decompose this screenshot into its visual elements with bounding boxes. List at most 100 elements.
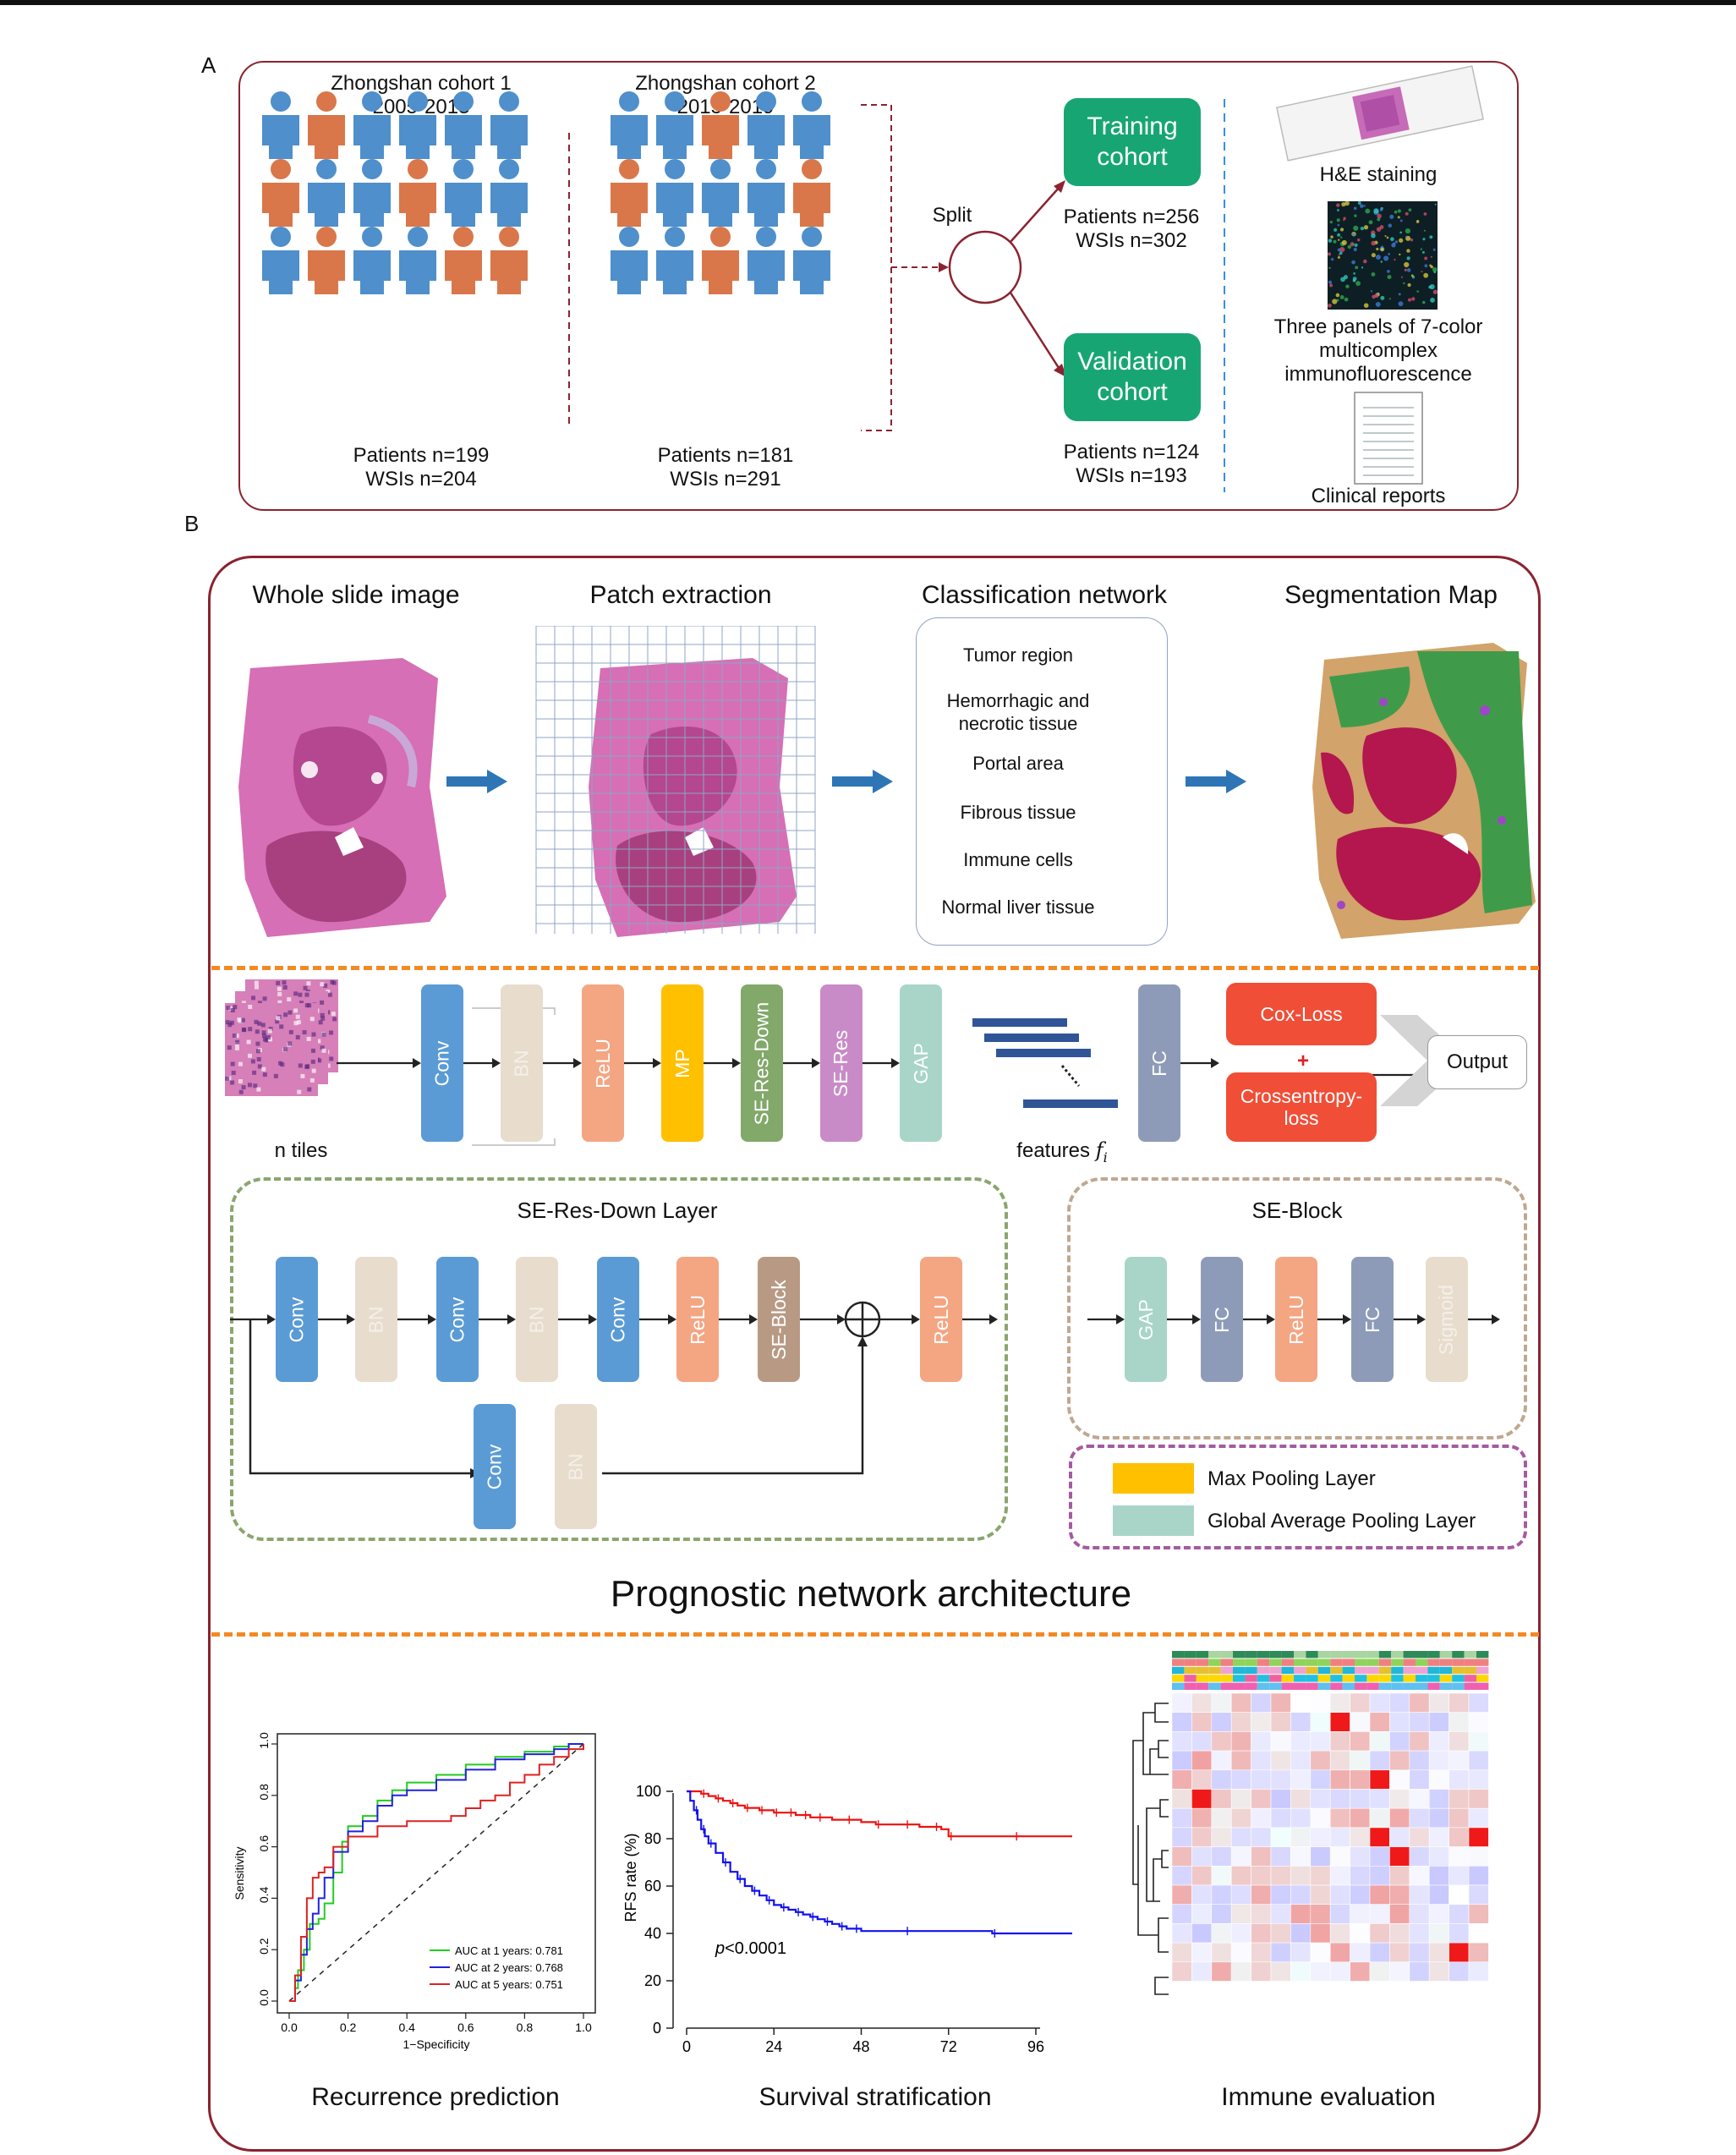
tile-pixel: [257, 1001, 262, 1006]
annotation-cell: [1342, 1675, 1355, 1682]
tile-pixel: [277, 991, 282, 996]
if-dot: [1399, 238, 1404, 243]
dendro-branch: [1158, 1740, 1169, 1758]
heatmap-cell: [1290, 1731, 1312, 1752]
cohort2-wsis: WSIs n=291: [670, 468, 781, 491]
if-dot: [1384, 234, 1387, 238]
tile-pixel: [261, 1067, 266, 1072]
annotation-cell: [1416, 1682, 1428, 1690]
class-fibrous: Fibrous tissue: [960, 802, 1076, 823]
heatmap-cell: [1448, 1942, 1470, 1963]
cohort2-patients: Patients n=181: [657, 444, 794, 467]
heatmap-cell: [1369, 1807, 1390, 1829]
heatmap-cell: [1211, 1807, 1232, 1829]
heatmap-cell: [1350, 1904, 1371, 1924]
if-dot: [1389, 237, 1394, 242]
heatmap-cell: [1468, 1731, 1489, 1752]
tile-pixel: [260, 1023, 266, 1028]
if-dot: [1357, 239, 1361, 242]
seblock-1: FC: [1201, 1257, 1243, 1382]
tile-pixel: [295, 1014, 300, 1019]
heatmap-cell: [1350, 1769, 1371, 1790]
annotation-cell: [1172, 1659, 1185, 1666]
heatmap-cell: [1251, 1769, 1272, 1790]
tile-pixel: [252, 1070, 257, 1075]
cox-loss-box: Cox-Loss: [1226, 983, 1377, 1045]
heatmap-cell: [1389, 1789, 1410, 1809]
panel-a-frame: [238, 61, 1519, 511]
heatmap-cell: [1428, 1865, 1449, 1886]
heatmap-cell: [1310, 1692, 1331, 1714]
heatmap-cell: [1310, 1923, 1331, 1944]
annotation-cell: [1378, 1675, 1392, 1682]
annotation-cell: [1281, 1682, 1294, 1690]
heatmap-cell: [1350, 1712, 1371, 1732]
if-dot: [1380, 247, 1384, 252]
annotation-cell: [1220, 1682, 1233, 1690]
if-dot: [1338, 254, 1340, 256]
annotation-cell: [1317, 1651, 1331, 1659]
arrow-head: [428, 1314, 436, 1324]
resdown-block-3: BN: [516, 1257, 558, 1382]
arrow-head: [1192, 1314, 1201, 1324]
heatmap-cell: [1428, 1884, 1449, 1906]
if-dot: [1355, 281, 1361, 286]
heatmap-cell: [1389, 1942, 1410, 1963]
person-body: [611, 183, 648, 227]
annotation-cell: [1196, 1659, 1209, 1666]
roc-xtick-label: 0.6: [457, 2021, 474, 2034]
person-head: [756, 227, 776, 247]
heatmap-cell: [1468, 1750, 1489, 1771]
dendro-branch: [1132, 1740, 1143, 1885]
annotation-cell: [1257, 1682, 1270, 1690]
heatmap-title: Immune evaluation: [1221, 2083, 1436, 2111]
heatmap-cell: [1270, 1807, 1291, 1829]
heatmap-cell: [1191, 1904, 1213, 1924]
km-title: Survival stratification: [758, 2083, 992, 2111]
heatmap-cell: [1428, 1923, 1449, 1944]
if-dot: [1388, 298, 1391, 300]
heatmap-cell: [1171, 1750, 1192, 1771]
annotation-cell: [1184, 1682, 1197, 1690]
person-body: [748, 115, 785, 159]
annotation-cell: [1208, 1682, 1221, 1690]
wsi-title: Whole slide image: [252, 581, 460, 609]
heatmap-cell: [1230, 1923, 1251, 1944]
annotation-cell: [1416, 1659, 1428, 1666]
if-dot: [1352, 277, 1357, 281]
person-body: [308, 250, 345, 294]
if-dot: [1344, 297, 1349, 302]
tile-pixel: [232, 1034, 237, 1039]
person-body: [490, 183, 528, 227]
heatmap-cell: [1389, 1807, 1410, 1829]
annotation-cell: [1317, 1675, 1331, 1682]
person-body: [702, 250, 739, 294]
heatmap-cell: [1171, 1865, 1192, 1886]
annotation-cell: [1366, 1666, 1379, 1675]
if-dot: [1328, 303, 1332, 308]
annotation-cell: [1403, 1675, 1416, 1682]
if-dot: [1336, 203, 1340, 207]
person-head: [271, 227, 291, 247]
heatmap-cell: [1230, 1789, 1251, 1809]
tile-pixel: [256, 1087, 261, 1092]
shortcut-path: [249, 1319, 470, 1475]
annotation-cell: [1233, 1682, 1246, 1690]
heatmap-cell: [1329, 1884, 1350, 1906]
person-body: [308, 183, 345, 227]
person-body: [399, 115, 436, 159]
training-cohort-box: Training cohort: [1064, 98, 1201, 186]
roc-title: Recurrence prediction: [311, 2083, 560, 2111]
person-head: [710, 91, 731, 112]
annotation-cell: [1233, 1659, 1246, 1666]
annotation-cell: [1391, 1682, 1404, 1690]
person-body: [656, 250, 693, 294]
heatmap-cell: [1448, 1904, 1470, 1924]
heatmap-cell: [1171, 1692, 1192, 1714]
tile-pixel: [302, 1030, 307, 1035]
if-dot: [1353, 225, 1359, 231]
person-body: [353, 250, 391, 294]
tile-pixel: [238, 1079, 243, 1084]
heatmap-cell: [1171, 1923, 1192, 1944]
heatmap-cell: [1350, 1731, 1371, 1752]
